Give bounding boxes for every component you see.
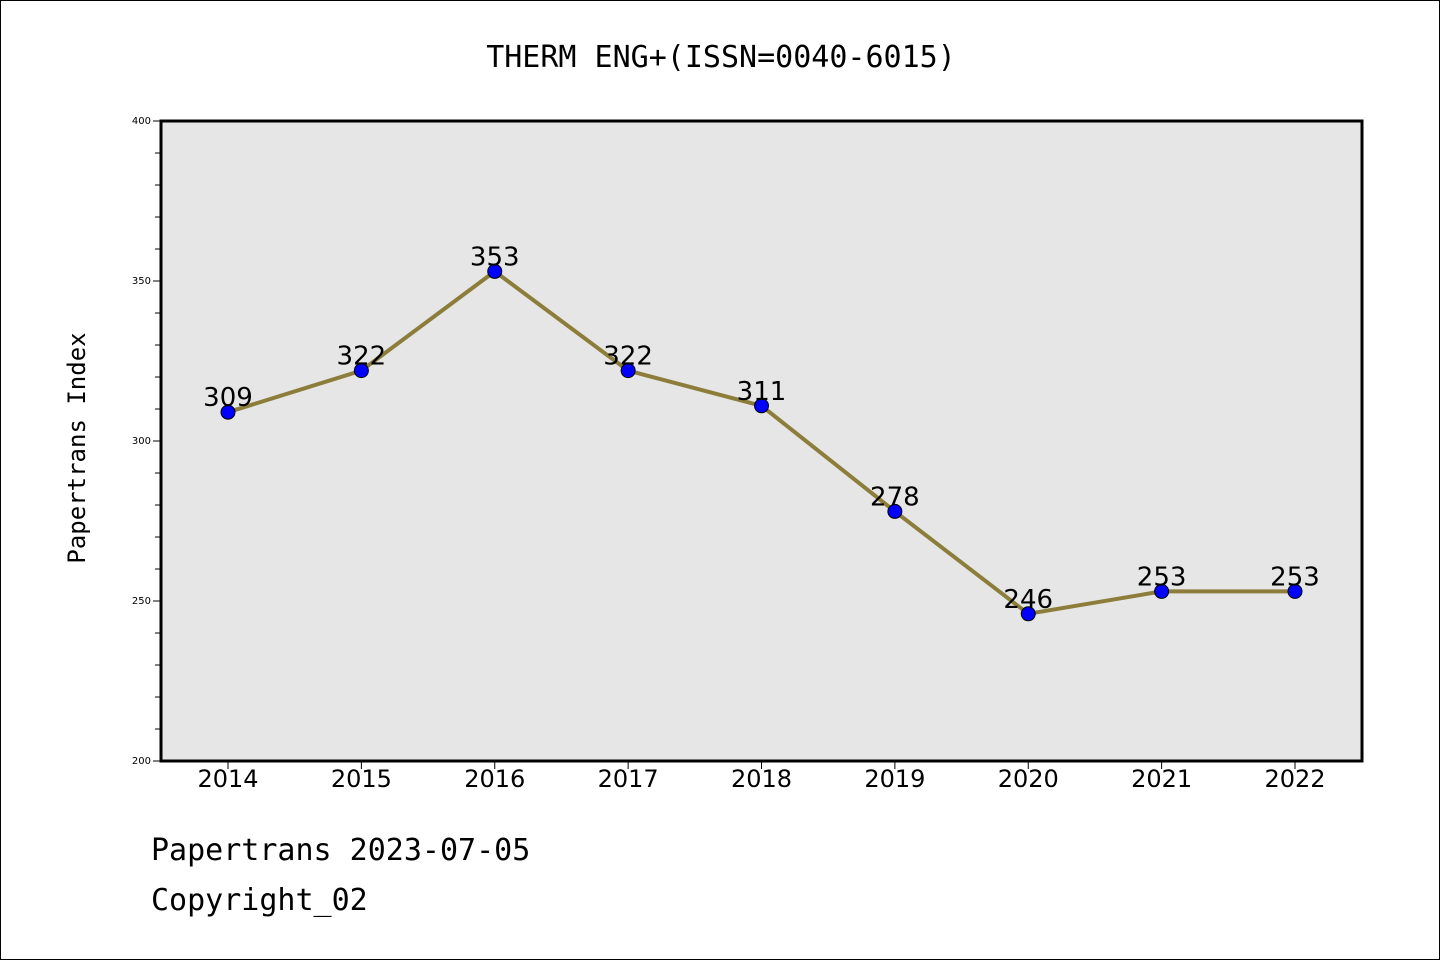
data-label: 246 — [1003, 585, 1053, 615]
x-tick-label: 2016 — [464, 765, 525, 793]
x-tick-label: 2017 — [598, 765, 659, 793]
footer-copyright-text: Copyright_02 — [151, 883, 368, 918]
x-axis-ticks: 2014 2015 2016 2017 2018 2019 2020 2021 2022 — [197, 761, 1326, 793]
y-tick-label: 350 — [132, 276, 151, 287]
x-tick-label: 2015 — [331, 765, 392, 793]
x-tick-label: 2014 — [197, 765, 258, 793]
y-tick-label: 400 — [132, 116, 151, 127]
data-point — [754, 398, 769, 414]
x-tick-label: 2019 — [864, 765, 925, 793]
y-tick-label: 300 — [132, 436, 151, 447]
data-label: 311 — [737, 377, 787, 407]
footer-date-text: Papertrans 2023-07-05 — [151, 833, 531, 868]
series-points — [220, 263, 1303, 622]
data-point — [353, 363, 369, 379]
chart-title: THERM ENG+(ISSN=0040-6015) — [486, 40, 956, 75]
data-point — [1154, 583, 1170, 599]
data-label: 322 — [603, 342, 653, 372]
data-point — [887, 503, 903, 519]
data-label: 278 — [870, 482, 920, 512]
x-tick-label: 2021 — [1131, 765, 1192, 793]
y-axis-ticks: 200 250 300 350 400 — [132, 116, 161, 767]
data-label: 353 — [470, 242, 520, 272]
data-label: 253 — [1137, 562, 1187, 592]
data-label: 322 — [337, 342, 387, 372]
data-label: 309 — [203, 383, 253, 413]
x-tick-label: 2020 — [998, 765, 1059, 793]
data-point — [487, 263, 503, 279]
data-point — [1020, 606, 1036, 622]
data-point — [620, 363, 636, 379]
data-labels: 309 322 353 322 311 278 246 253 253 — [203, 242, 1320, 614]
y-tick-label: 250 — [132, 596, 151, 607]
x-tick-label: 2018 — [731, 765, 792, 793]
x-tick-label: 2022 — [1264, 765, 1325, 793]
plot-area — [159, 119, 1364, 763]
data-point — [220, 404, 236, 420]
y-tick-label: 200 — [132, 756, 151, 767]
y-axis-label: Papertrans Index — [63, 332, 91, 563]
data-label: 253 — [1270, 562, 1320, 592]
data-point — [1287, 583, 1303, 599]
